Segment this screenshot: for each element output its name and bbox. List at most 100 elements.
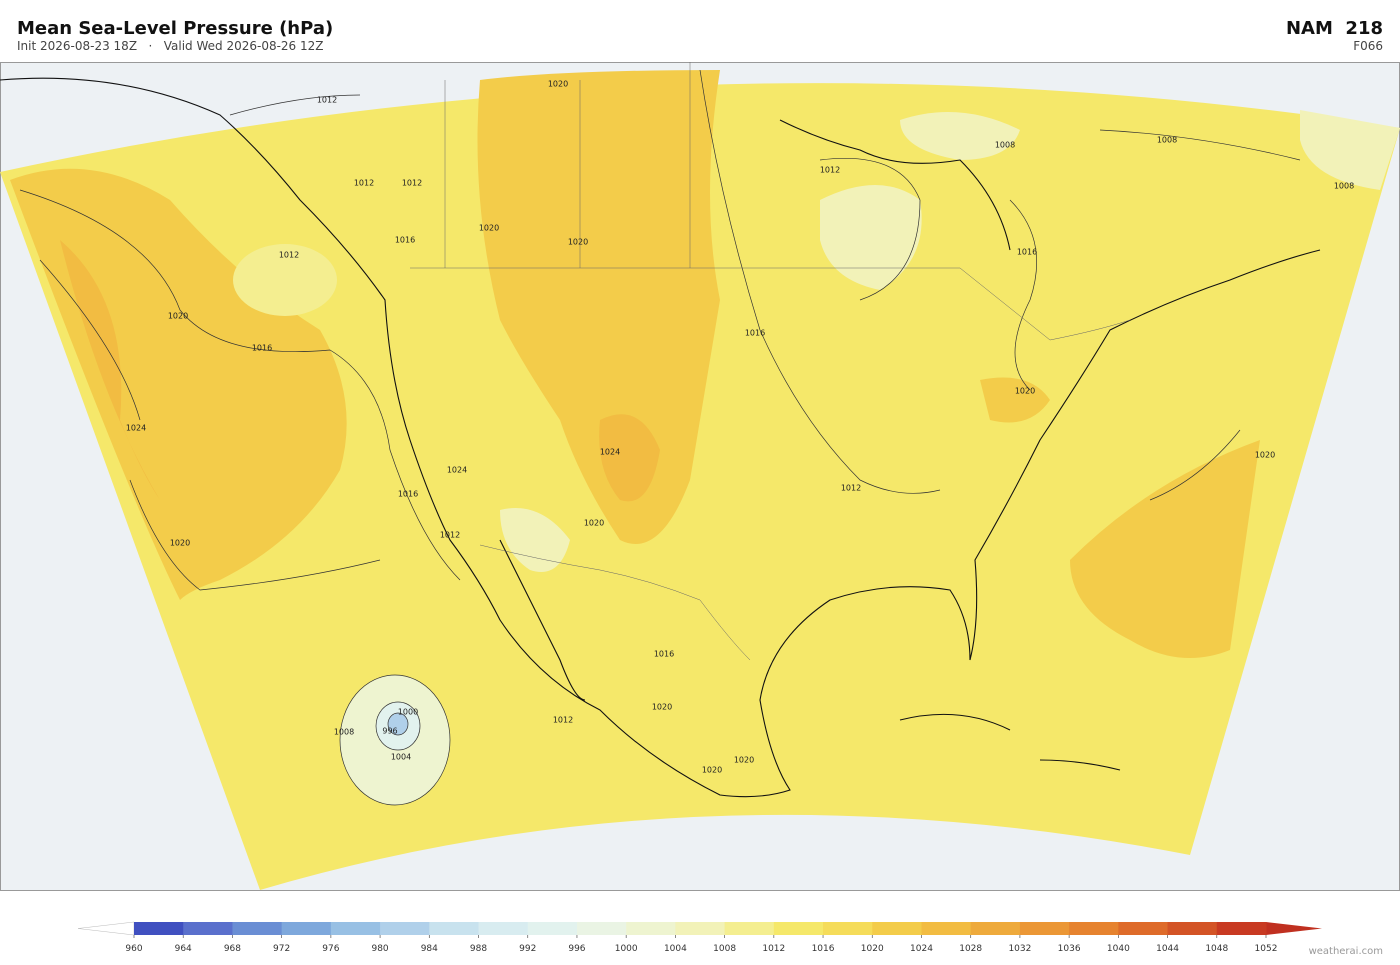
colorbar-bin bbox=[183, 922, 233, 935]
colorbar-tick-label: 992 bbox=[519, 944, 536, 954]
colorbar-tick-label: 1000 bbox=[615, 944, 638, 954]
colorbar-tick-label: 1044 bbox=[1156, 944, 1179, 954]
contour-label: 1020 bbox=[170, 539, 190, 548]
contour-label: 1016 bbox=[395, 236, 415, 245]
colorbar-tick-label: 996 bbox=[568, 944, 585, 954]
contour-label: 1020 bbox=[702, 766, 722, 775]
contour-label: 1012 bbox=[402, 179, 422, 188]
colorbar-extend-low bbox=[77, 921, 135, 936]
colorbar-bin bbox=[380, 922, 430, 935]
colorbar-tick-label: 1024 bbox=[910, 944, 933, 954]
contour-label: 1020 bbox=[568, 238, 588, 247]
contour-label: 1012 bbox=[553, 716, 573, 725]
coastlines bbox=[0, 77, 1321, 798]
colorbar-bin bbox=[330, 922, 381, 935]
credit: weatherai.com bbox=[1309, 946, 1383, 957]
colorbar-tick-label: 1016 bbox=[812, 944, 835, 954]
contour-label: 1012 bbox=[317, 96, 337, 105]
colorbar-bin bbox=[1019, 922, 1070, 935]
contour-label: 1008 bbox=[995, 141, 1015, 150]
high-area bbox=[60, 240, 160, 500]
high-area bbox=[1070, 440, 1260, 658]
contour-label: 1012 bbox=[820, 166, 840, 175]
map: 1012 1012 1012 1012 1016 1020 1024 1020 … bbox=[0, 62, 1400, 891]
contour-label: 1008 bbox=[334, 728, 354, 737]
contour-label: 1008 bbox=[1157, 136, 1177, 145]
high-area bbox=[599, 414, 660, 502]
colorbar-bin bbox=[1118, 922, 1169, 935]
colorbar-tick-label: 1020 bbox=[861, 944, 884, 954]
contour-label: 1024 bbox=[126, 424, 146, 433]
colorbar-bin bbox=[134, 922, 184, 935]
contour-label: 996 bbox=[382, 727, 397, 736]
contour-label: 1020 bbox=[652, 703, 672, 712]
colorbar-bin bbox=[1167, 922, 1218, 935]
borders bbox=[410, 62, 1131, 661]
contour-label: 1020 bbox=[548, 80, 568, 89]
colorbar-tick-label: 988 bbox=[470, 944, 487, 954]
colorbar-bin bbox=[773, 922, 824, 935]
colorbar-bin bbox=[1216, 922, 1267, 935]
colorbar-bin bbox=[478, 922, 529, 935]
contour-label: 1016 bbox=[1017, 248, 1037, 257]
colorbar-tick-label: 1004 bbox=[664, 944, 687, 954]
low-center bbox=[387, 712, 409, 736]
colorbar-bin bbox=[1069, 922, 1119, 935]
low-area bbox=[1300, 110, 1400, 190]
contour-label: 1016 bbox=[252, 344, 272, 353]
colorbar-tick-label: 972 bbox=[273, 944, 290, 954]
low-area bbox=[900, 112, 1020, 160]
colorbar-tick-label: 964 bbox=[175, 944, 192, 954]
colorbar-tick-label: 1040 bbox=[1107, 944, 1130, 954]
contour-label: 1012 bbox=[841, 484, 861, 493]
domain bbox=[0, 83, 1400, 891]
high-area bbox=[10, 168, 347, 600]
colorbar-bin bbox=[823, 922, 873, 935]
isobars bbox=[19, 69, 1301, 806]
contour-label: 1004 bbox=[391, 753, 411, 762]
colorbar-bin bbox=[724, 922, 775, 935]
contour-label: 1020 bbox=[1255, 451, 1275, 460]
colorbar-tick-label: 980 bbox=[371, 944, 388, 954]
contour-label: 1016 bbox=[745, 329, 765, 338]
colorbar: 960 964 968 972 976 980 984 988 992 996 1000 1004 10… bbox=[77, 921, 1322, 954]
colorbar-bin bbox=[576, 922, 627, 935]
contour-label: 1016 bbox=[398, 490, 418, 499]
contour-label: 1020 bbox=[734, 756, 754, 765]
colorbar-bin bbox=[429, 922, 480, 935]
colorbar-bin bbox=[281, 922, 332, 935]
colorbar-bin bbox=[675, 922, 726, 935]
forecast-hour: F066 bbox=[1353, 39, 1383, 53]
contour-label: 1024 bbox=[600, 448, 620, 457]
low-area bbox=[233, 244, 337, 316]
contour-label: 1012 bbox=[440, 531, 460, 540]
colorbar-tick-label: 1036 bbox=[1058, 944, 1081, 954]
contour-label: 1012 bbox=[354, 179, 374, 188]
contour-label: 1020 bbox=[584, 519, 604, 528]
colorbar-bin bbox=[626, 922, 676, 935]
colorbar-tick-label: 1048 bbox=[1205, 944, 1228, 954]
colorbar-bin bbox=[872, 922, 922, 935]
contour-label: 1008 bbox=[1334, 182, 1354, 191]
colorbar-tick-label: 968 bbox=[224, 944, 241, 954]
contour-label: 1020 bbox=[1015, 387, 1035, 396]
contour-label: 1024 bbox=[447, 466, 467, 475]
title: Mean Sea-Level Pressure (hPa) bbox=[17, 18, 333, 39]
colorbar-tick-label: 976 bbox=[322, 944, 339, 954]
colorbar-bin bbox=[232, 922, 283, 935]
contour-label: 1020 bbox=[168, 312, 188, 321]
colorbar-tick-label: 984 bbox=[421, 944, 438, 954]
colorbar-tick-label: 1052 bbox=[1255, 944, 1278, 954]
colorbar-tick-label: 1012 bbox=[762, 944, 785, 954]
colorbar-tick-label: 1032 bbox=[1008, 944, 1031, 954]
colorbar-bin bbox=[527, 922, 578, 935]
low-area bbox=[820, 185, 922, 290]
colorbar-extend-high bbox=[1266, 922, 1322, 935]
colorbar-tick-label: 1008 bbox=[713, 944, 736, 954]
contour-labels: 1012 1012 1012 1012 1016 1020 1024 1020 … bbox=[126, 80, 1354, 775]
high-area bbox=[477, 70, 720, 544]
low-area bbox=[500, 508, 570, 572]
colorbar-tick-label: 960 bbox=[125, 944, 142, 954]
contour-label: 1020 bbox=[479, 224, 499, 233]
